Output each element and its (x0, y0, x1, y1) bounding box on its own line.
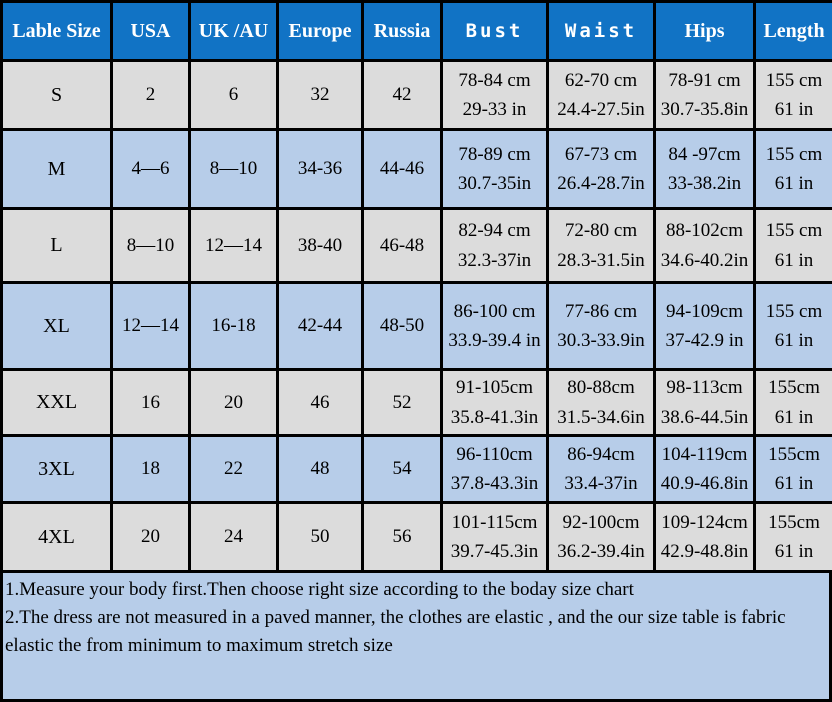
table-row-xl: XL 12—14 16-18 42-44 48-50 86-100 cm 33.… (0, 281, 832, 371)
europe-cell: 32 (276, 59, 364, 131)
russia-cell: 56 (361, 501, 443, 573)
bust-cell: 78-89 cm 30.7-35in (440, 128, 549, 210)
usa-cell: 12—14 (110, 281, 191, 371)
length-cell: 155 cm 61 in (753, 128, 832, 210)
bust-cell: 86-100 cm 33.9-39.4 in (440, 281, 549, 371)
table-row-3xl: 3XL 18 22 48 54 96-110cm 37.8-43.3in 86-… (0, 434, 832, 504)
hips-cell: 94-109cm 37-42.9 in (653, 281, 756, 371)
waist-cell: 77-86 cm 30.3-33.9in (546, 281, 656, 371)
hips-cell: 104-119cm 40.9-46.8in (653, 434, 756, 504)
length-cell: 155 cm 61 in (753, 207, 832, 284)
uk-au-cell: 24 (188, 501, 279, 573)
bust-cell: 101-115cm 39.7-45.3in (440, 501, 549, 573)
uk-au-cell: 12—14 (188, 207, 279, 284)
russia-cell: 44-46 (361, 128, 443, 210)
column-header-bust: Bust (440, 0, 549, 62)
europe-cell: 48 (276, 434, 364, 504)
uk-au-cell: 22 (188, 434, 279, 504)
bust-cell: 78-84 cm 29-33 in (440, 59, 549, 131)
length-cell: 155cm 61 in (753, 501, 832, 573)
uk-au-cell: 20 (188, 368, 279, 437)
europe-cell: 50 (276, 501, 364, 573)
hips-cell: 84 -97cm 33-38.2in (653, 128, 756, 210)
note-line-2: 2.The dress are not measured in a paved … (5, 607, 786, 656)
row-label-cell: S (0, 59, 113, 131)
uk-au-cell: 16-18 (188, 281, 279, 371)
row-label-cell: M (0, 128, 113, 210)
russia-cell: 48-50 (361, 281, 443, 371)
row-label-cell: XXL (0, 368, 113, 437)
table-row-l: L 8—10 12—14 38-40 46-48 82-94 cm 32.3-3… (0, 207, 832, 284)
usa-cell: 18 (110, 434, 191, 504)
row-label-cell: XL (0, 281, 113, 371)
uk-au-cell: 8—10 (188, 128, 279, 210)
russia-cell: 54 (361, 434, 443, 504)
column-header-europe: Europe (276, 0, 364, 62)
column-header-usa: USA (110, 0, 191, 62)
europe-cell: 38-40 (276, 207, 364, 284)
column-header-length: Length (753, 0, 832, 62)
table-row-m: M 4—6 8—10 34-36 44-46 78-89 cm 30.7-35i… (0, 128, 832, 210)
waist-cell: 80-88cm 31.5-34.6in (546, 368, 656, 437)
column-header-waist: Waist (546, 0, 656, 62)
bust-cell: 91-105cm 35.8-41.3in (440, 368, 549, 437)
usa-cell: 8—10 (110, 207, 191, 284)
usa-cell: 20 (110, 501, 191, 573)
hips-cell: 78-91 cm 30.7-35.8in (653, 59, 756, 131)
hips-cell: 109-124cm 42.9-48.8in (653, 501, 756, 573)
hips-cell: 98-113cm 38.6-44.5in (653, 368, 756, 437)
russia-cell: 42 (361, 59, 443, 131)
russia-cell: 46-48 (361, 207, 443, 284)
size-chart-table: Lable Size USA UK /AU Europe Russia Bust… (0, 0, 832, 573)
column-header-lable-size: Lable Size (0, 0, 113, 62)
europe-cell: 34-36 (276, 128, 364, 210)
bust-cell: 82-94 cm 32.3-37in (440, 207, 549, 284)
europe-cell: 42-44 (276, 281, 364, 371)
length-cell: 155cm 61 in (753, 434, 832, 504)
column-header-uk-au: UK /AU (188, 0, 279, 62)
usa-cell: 16 (110, 368, 191, 437)
europe-cell: 46 (276, 368, 364, 437)
note-line-1: 1.Measure your body first.Then choose ri… (5, 579, 634, 600)
size-chart-notes: 1.Measure your body first.Then choose ri… (0, 573, 832, 702)
uk-au-cell: 6 (188, 59, 279, 131)
waist-cell: 86-94cm 33.4-37in (546, 434, 656, 504)
table-row-xxl: XXL 16 20 46 52 91-105cm 35.8-41.3in 80-… (0, 368, 832, 437)
usa-cell: 2 (110, 59, 191, 131)
length-cell: 155 cm 61 in (753, 59, 832, 131)
bust-cell: 96-110cm 37.8-43.3in (440, 434, 549, 504)
russia-cell: 52 (361, 368, 443, 437)
waist-cell: 62-70 cm 24.4-27.5in (546, 59, 656, 131)
waist-cell: 92-100cm 36.2-39.4in (546, 501, 656, 573)
row-label-cell: L (0, 207, 113, 284)
header-row: Lable Size USA UK /AU Europe Russia Bust… (0, 0, 832, 62)
usa-cell: 4—6 (110, 128, 191, 210)
hips-cell: 88-102cm 34.6-40.2in (653, 207, 756, 284)
table-row-s: S 2 6 32 42 78-84 cm 29-33 in 62-70 cm 2… (0, 59, 832, 131)
column-header-hips: Hips (653, 0, 756, 62)
column-header-russia: Russia (361, 0, 443, 62)
waist-cell: 67-73 cm 26.4-28.7in (546, 128, 656, 210)
table-row-4xl: 4XL 20 24 50 56 101-115cm 39.7-45.3in 92… (0, 501, 832, 573)
row-label-cell: 3XL (0, 434, 113, 504)
row-label-cell: 4XL (0, 501, 113, 573)
waist-cell: 72-80 cm 28.3-31.5in (546, 207, 656, 284)
length-cell: 155 cm 61 in (753, 281, 832, 371)
length-cell: 155cm 61 in (753, 368, 832, 437)
